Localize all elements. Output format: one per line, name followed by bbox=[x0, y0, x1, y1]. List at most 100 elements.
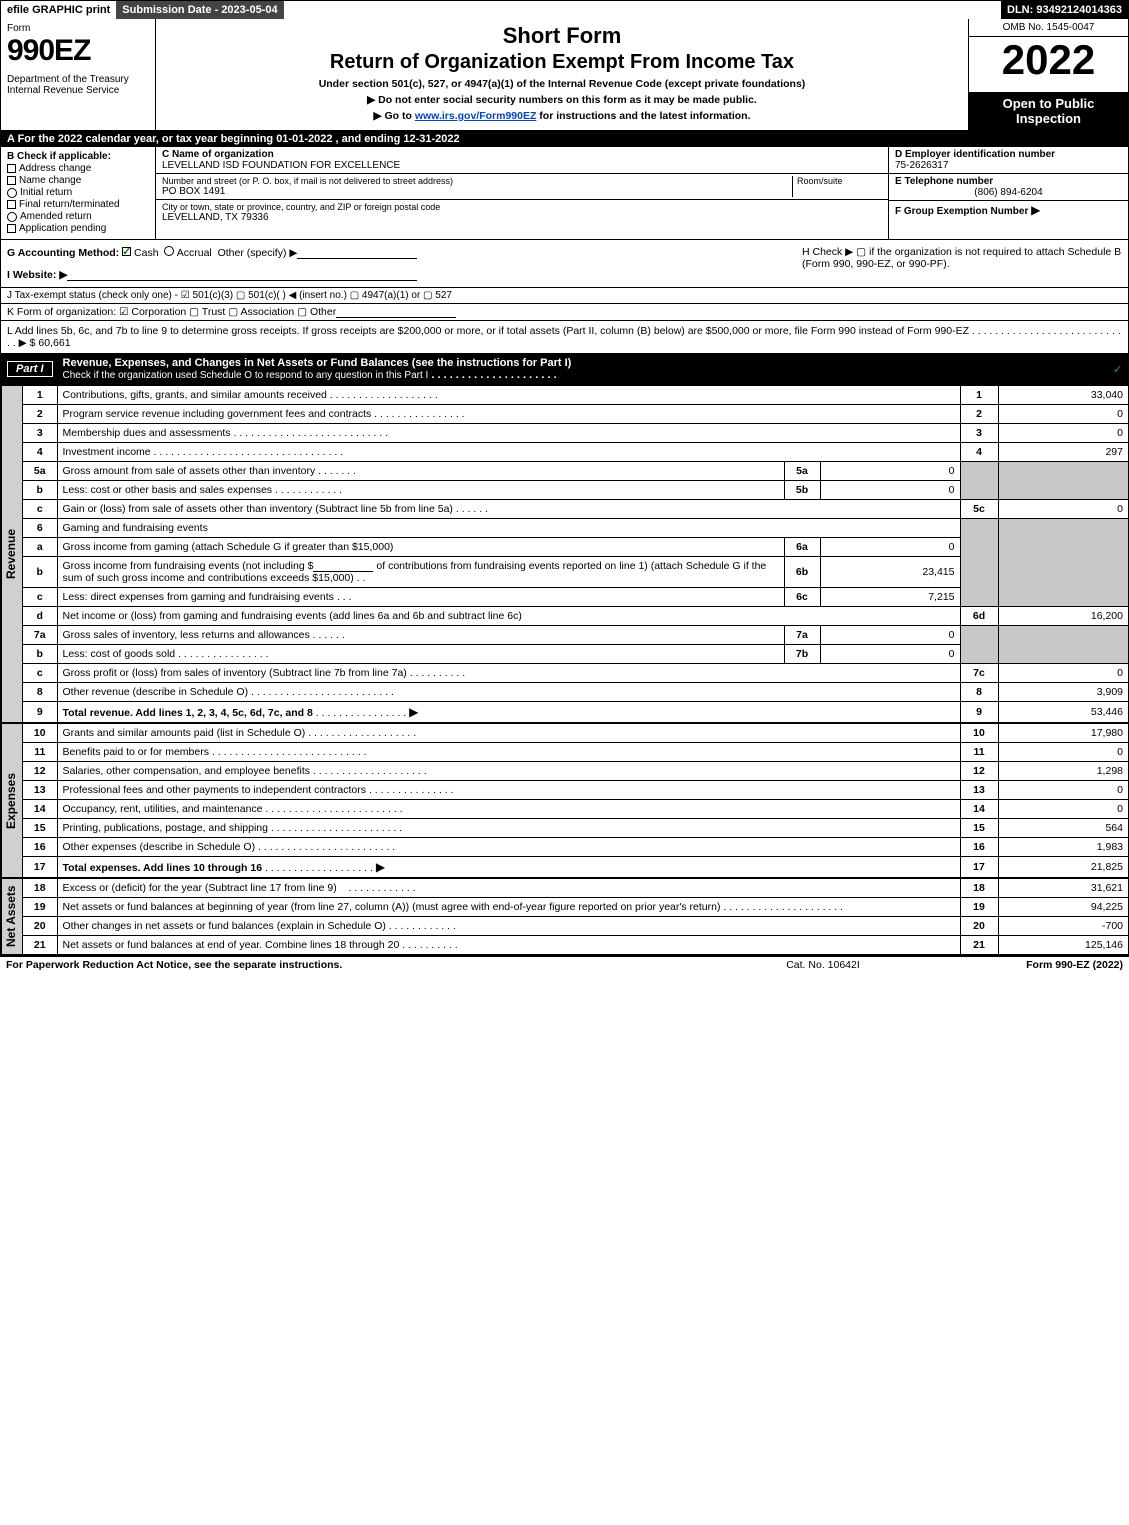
chk-initial-return[interactable]: Initial return bbox=[7, 187, 149, 198]
subtitle-3: ▶ Go to www.irs.gov/Form990EZ for instru… bbox=[166, 110, 958, 122]
radio-icon bbox=[7, 212, 17, 222]
website-blank[interactable] bbox=[67, 270, 417, 281]
line-19: 19Net assets or fund balances at beginni… bbox=[23, 898, 1128, 917]
top-bar: efile GRAPHIC print Submission Date - 20… bbox=[1, 1, 1128, 19]
section-def: D Employer identification number 75-2626… bbox=[888, 147, 1128, 239]
dept-label: Department of the Treasury Internal Reve… bbox=[7, 74, 149, 96]
line-4: 4Investment income . . . . . . . . . . .… bbox=[23, 443, 1128, 462]
checkbox-icon bbox=[7, 176, 16, 185]
city-row: City or town, state or province, country… bbox=[156, 200, 888, 225]
form-990ez-container: efile GRAPHIC print Submission Date - 20… bbox=[0, 0, 1129, 956]
line-20: 20Other changes in net assets or fund ba… bbox=[23, 917, 1128, 936]
chk-application-pending[interactable]: Application pending bbox=[7, 223, 149, 234]
part-label: Part I bbox=[7, 361, 53, 377]
section-i-label: I Website: ▶ bbox=[7, 269, 67, 281]
line-3: 3Membership dues and assessments . . . .… bbox=[23, 424, 1128, 443]
dln-label: DLN: 93492124014363 bbox=[1001, 1, 1128, 19]
section-g: G Accounting Method: Cash Accrual Other … bbox=[7, 246, 802, 281]
line-7a: 7aGross sales of inventory, less returns… bbox=[23, 626, 1128, 645]
section-b: B Check if applicable: Address change Na… bbox=[1, 147, 156, 239]
line-6: 6Gaming and fundraising events bbox=[23, 519, 1128, 538]
sub3-post: for instructions and the latest informat… bbox=[536, 110, 750, 122]
chk-name-change[interactable]: Name change bbox=[7, 175, 149, 186]
line-11: 11Benefits paid to or for members . . . … bbox=[23, 743, 1128, 762]
line-12: 12Salaries, other compensation, and empl… bbox=[23, 762, 1128, 781]
org-name-row: C Name of organization LEVELLAND ISD FOU… bbox=[156, 147, 888, 174]
section-l: L Add lines 5b, 6c, and 7b to line 9 to … bbox=[1, 321, 1128, 354]
short-form-title: Short Form bbox=[166, 23, 958, 49]
arrow-icon: ▶ bbox=[1031, 203, 1040, 217]
efile-print-label[interactable]: efile GRAPHIC print bbox=[1, 1, 116, 19]
irs-link[interactable]: www.irs.gov/Form990EZ bbox=[415, 110, 537, 122]
form-header: Form 990EZ Department of the Treasury In… bbox=[1, 19, 1128, 131]
section-h: H Check ▶ ▢ if the organization is not r… bbox=[802, 246, 1122, 281]
subtitle-1: Under section 501(c), 527, or 4947(a)(1)… bbox=[166, 78, 958, 90]
part-1-header: Part I Revenue, Expenses, and Changes in… bbox=[1, 354, 1128, 385]
header-mid: Short Form Return of Organization Exempt… bbox=[156, 19, 968, 130]
line-15: 15Printing, publications, postage, and s… bbox=[23, 819, 1128, 838]
chk-address-change[interactable]: Address change bbox=[7, 163, 149, 174]
line-6b: bGross income from fundraising events (n… bbox=[23, 557, 1128, 588]
revenue-block: Revenue 1Contributions, gifts, grants, a… bbox=[1, 385, 1128, 723]
header-left: Form 990EZ Department of the Treasury In… bbox=[1, 19, 156, 130]
chk-amended-return[interactable]: Amended return bbox=[7, 211, 149, 222]
net-assets-side-label: Net Assets bbox=[1, 878, 23, 955]
section-j: J Tax-exempt status (check only one) - ☑… bbox=[1, 288, 1128, 304]
net-assets-block: Net Assets 18Excess or (deficit) for the… bbox=[1, 878, 1128, 955]
radio-icon[interactable] bbox=[164, 246, 174, 256]
line-10: 10Grants and similar amounts paid (list … bbox=[23, 724, 1128, 743]
line-2: 2Program service revenue including gover… bbox=[23, 405, 1128, 424]
expenses-side-label: Expenses bbox=[1, 723, 23, 878]
ein-value: 75-2626317 bbox=[895, 160, 1122, 171]
line-6a: aGross income from gaming (attach Schedu… bbox=[23, 538, 1128, 557]
expenses-table: 10Grants and similar amounts paid (list … bbox=[23, 723, 1128, 878]
radio-icon bbox=[7, 188, 17, 198]
section-e: E Telephone number (806) 894-6204 bbox=[889, 174, 1128, 201]
header-right: OMB No. 1545-0047 2022 Open to Public In… bbox=[968, 19, 1128, 130]
form-ref: Form 990-EZ (2022) bbox=[923, 959, 1123, 971]
subtitle-2: ▶ Do not enter social security numbers o… bbox=[166, 94, 958, 106]
checkbox-icon bbox=[7, 224, 16, 233]
section-d: D Employer identification number 75-2626… bbox=[889, 147, 1128, 174]
other-org-blank[interactable] bbox=[336, 307, 456, 318]
line-1: 1Contributions, gifts, grants, and simil… bbox=[23, 386, 1128, 405]
row-a-calendar-year: A For the 2022 calendar year, or tax yea… bbox=[1, 131, 1128, 147]
contrib-blank[interactable] bbox=[313, 561, 373, 572]
line-13: 13Professional fees and other payments t… bbox=[23, 781, 1128, 800]
page-footer: For Paperwork Reduction Act Notice, see … bbox=[0, 956, 1129, 973]
street-value: PO BOX 1491 bbox=[162, 186, 792, 197]
revenue-table: 1Contributions, gifts, grants, and simil… bbox=[23, 385, 1128, 723]
section-b-label: B Check if applicable: bbox=[7, 151, 149, 162]
expenses-block: Expenses 10Grants and similar amounts pa… bbox=[1, 723, 1128, 878]
line-5b: bLess: cost or other basis and sales exp… bbox=[23, 481, 1128, 500]
sub3-pre: ▶ Go to bbox=[374, 110, 415, 122]
gross-receipts-value: ▶ $ 60,661 bbox=[19, 337, 71, 349]
chk-final-return[interactable]: Final return/terminated bbox=[7, 199, 149, 210]
submission-date-label: Submission Date - 2023-05-04 bbox=[116, 1, 283, 19]
checkbox-checked-icon[interactable] bbox=[122, 247, 131, 256]
omb-number: OMB No. 1545-0047 bbox=[969, 19, 1128, 37]
section-c: C Name of organization LEVELLAND ISD FOU… bbox=[156, 147, 888, 239]
line-8: 8Other revenue (describe in Schedule O) … bbox=[23, 683, 1128, 702]
line-5a: 5aGross amount from sale of assets other… bbox=[23, 462, 1128, 481]
phone-value: (806) 894-6204 bbox=[895, 187, 1122, 198]
street-row: Number and street (or P. O. box, if mail… bbox=[156, 174, 888, 200]
line-21: 21Net assets or fund balances at end of … bbox=[23, 936, 1128, 955]
revenue-side-label: Revenue bbox=[1, 385, 23, 723]
section-gh: G Accounting Method: Cash Accrual Other … bbox=[1, 240, 1128, 288]
form-number: 990EZ bbox=[7, 34, 149, 68]
part-title: Revenue, Expenses, and Changes in Net As… bbox=[63, 357, 1107, 381]
line-17: 17Total expenses. Add lines 10 through 1… bbox=[23, 857, 1128, 878]
line-7c: cGross profit or (loss) from sales of in… bbox=[23, 664, 1128, 683]
checkbox-icon bbox=[7, 164, 16, 173]
section-f: F Group Exemption Number ▶ bbox=[889, 201, 1128, 239]
main-title: Return of Organization Exempt From Incom… bbox=[166, 51, 958, 74]
other-specify-blank[interactable] bbox=[297, 248, 417, 259]
arrow-icon: ▶ bbox=[376, 860, 385, 874]
line-14: 14Occupancy, rent, utilities, and mainte… bbox=[23, 800, 1128, 819]
tax-year: 2022 bbox=[969, 37, 1128, 83]
form-word: Form bbox=[7, 23, 149, 34]
net-assets-table: 18Excess or (deficit) for the year (Subt… bbox=[23, 878, 1128, 955]
schedule-o-checkbox[interactable] bbox=[1113, 365, 1122, 374]
line-6c: cLess: direct expenses from gaming and f… bbox=[23, 588, 1128, 607]
